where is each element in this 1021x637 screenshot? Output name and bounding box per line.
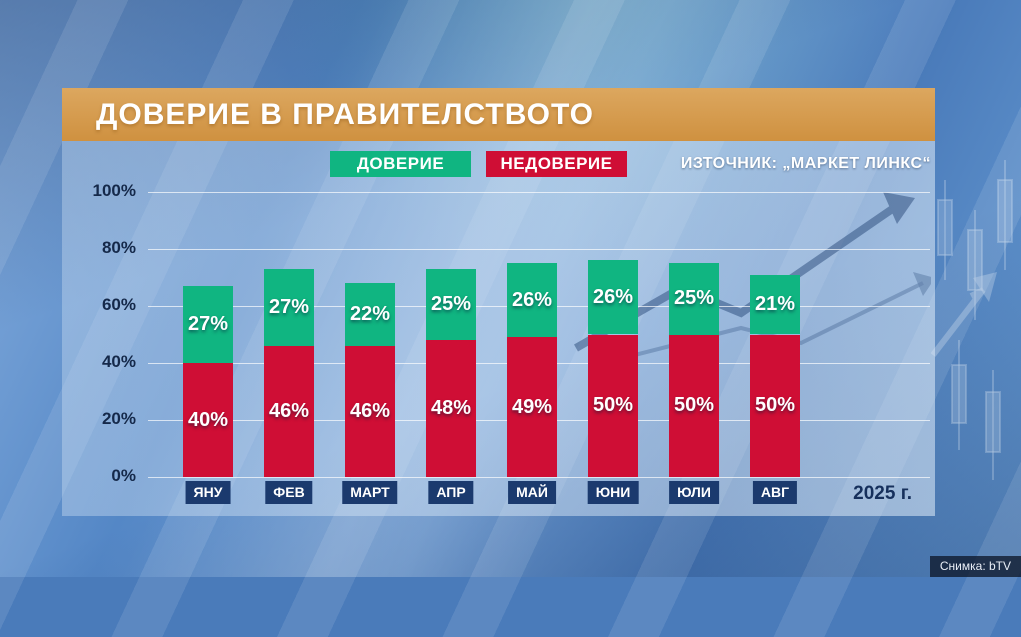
month-badge: АПР	[428, 481, 474, 504]
bar-segment-distrust: 40%	[183, 363, 233, 477]
month-badge: АВГ	[752, 481, 798, 504]
bar-segment-trust: 27%	[183, 286, 233, 363]
y-axis-label: 60%	[101, 295, 136, 314]
bar-value-label: 22%	[349, 303, 391, 326]
header-bar: ДОВЕРИЕ В ПРАВИТЕЛСТВОТО	[62, 88, 935, 141]
year-label: 2025 г.	[853, 483, 912, 504]
bar-segment-trust: 26%	[588, 260, 638, 335]
month-badge: ЮНИ	[587, 481, 639, 504]
chart-area: 100% 80% 60% 40% 20% 0% 40% 27% ЯНУ 46% 27% ФЕВ 46% 2…	[92, 181, 930, 504]
bar-value-label: 40%	[187, 408, 229, 431]
bar-segment-distrust: 50%	[669, 334, 719, 477]
y-axis-label: 0%	[111, 466, 136, 485]
page-title: ДОВЕРИЕ В ПРАВИТЕЛСТВОТО	[96, 97, 594, 131]
y-axis-label: 80%	[101, 238, 136, 257]
bar-segment-distrust: 49%	[507, 337, 557, 477]
bar-value-label: 21%	[754, 293, 796, 316]
month-badge: ЮЛИ	[669, 481, 719, 504]
bar-segment-distrust: 50%	[750, 334, 800, 477]
gridline	[148, 476, 930, 478]
bar-value-label: 50%	[754, 394, 796, 417]
bar-value-label: 50%	[592, 394, 634, 417]
bar-segment-trust: 26%	[507, 263, 557, 338]
bar-segment-distrust: 46%	[264, 345, 314, 477]
month-badge: МАРТ	[342, 481, 398, 504]
y-axis-label: 20%	[101, 409, 136, 428]
month-badge: ЯНУ	[185, 481, 231, 504]
bar-segment-distrust: 50%	[588, 334, 638, 477]
bar-segment-distrust: 48%	[426, 340, 476, 477]
bar-value-label: 46%	[268, 399, 310, 422]
legend-distrust: НЕДОВЕРИЕ	[486, 151, 627, 177]
bar-value-label: 50%	[673, 394, 715, 417]
bar-value-label: 49%	[511, 395, 553, 418]
y-axis-label: 40%	[101, 352, 136, 371]
bar-value-label: 25%	[430, 293, 472, 316]
gridline	[148, 248, 930, 250]
gridline	[148, 191, 930, 193]
bar-value-label: 48%	[430, 397, 472, 420]
bar-segment-trust: 21%	[750, 274, 800, 335]
month-badge: ФЕВ	[265, 481, 313, 504]
bar-value-label: 27%	[187, 313, 229, 336]
bar-segment-distrust: 46%	[345, 345, 395, 477]
stock-chart-decoration	[931, 160, 1013, 480]
bar-value-label: 26%	[592, 285, 634, 308]
bar-segment-trust: 27%	[264, 268, 314, 346]
photo-credit: Снимка: bTV	[929, 556, 1021, 577]
bar-value-label: 27%	[268, 295, 310, 318]
bar-value-label: 26%	[511, 288, 553, 311]
bar-segment-trust: 22%	[345, 283, 395, 346]
month-badge: МАЙ	[508, 481, 556, 504]
legend-trust: ДОВЕРИЕ	[330, 151, 471, 177]
bar-segment-trust: 25%	[426, 268, 476, 341]
bar-segment-trust: 25%	[669, 263, 719, 335]
bar-value-label: 25%	[673, 287, 715, 310]
source-label: ИЗТОЧНИК: „МАРКЕТ ЛИНКС“	[680, 155, 931, 172]
y-axis-label: 100%	[92, 181, 136, 200]
bar-value-label: 46%	[349, 399, 391, 422]
